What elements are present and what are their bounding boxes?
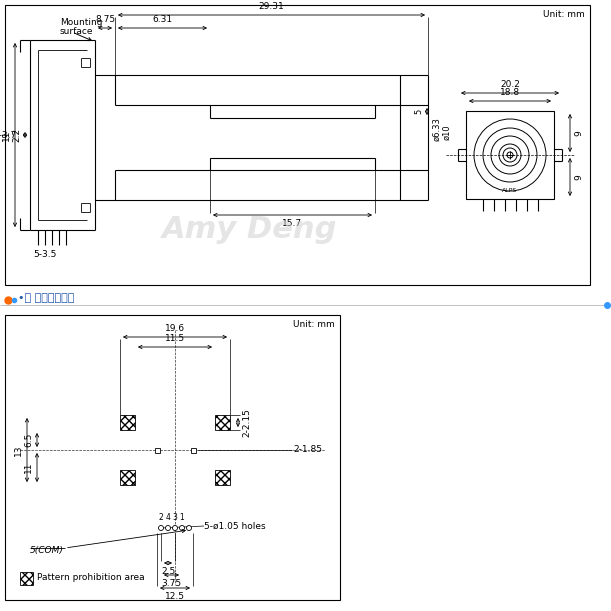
Bar bbox=[120, 470, 135, 485]
Text: 6.5: 6.5 bbox=[24, 433, 33, 447]
Text: 2.2: 2.2 bbox=[12, 128, 21, 142]
Bar bbox=[155, 447, 159, 453]
Bar bbox=[215, 470, 230, 485]
Text: ø10: ø10 bbox=[442, 125, 451, 141]
Text: 8.75: 8.75 bbox=[95, 15, 115, 24]
Bar bbox=[20, 572, 33, 585]
Bar bbox=[215, 415, 230, 430]
Text: 1: 1 bbox=[180, 513, 185, 522]
Text: 5-3.5: 5-3.5 bbox=[33, 250, 56, 259]
Circle shape bbox=[186, 525, 191, 530]
Circle shape bbox=[158, 525, 164, 530]
Text: 2-2.15: 2-2.15 bbox=[242, 408, 251, 437]
Text: 11: 11 bbox=[24, 462, 33, 474]
Text: 2: 2 bbox=[159, 513, 163, 522]
Text: ø6.33: ø6.33 bbox=[432, 117, 441, 141]
Text: ALPS: ALPS bbox=[502, 189, 518, 194]
Circle shape bbox=[172, 525, 178, 530]
Text: Mounting: Mounting bbox=[60, 18, 103, 27]
Text: 19.6: 19.6 bbox=[165, 324, 185, 333]
Text: 5(COM): 5(COM) bbox=[30, 546, 64, 555]
Bar bbox=[191, 447, 196, 453]
Text: 12.5: 12.5 bbox=[165, 592, 185, 601]
Text: 9: 9 bbox=[574, 174, 583, 180]
Text: 5: 5 bbox=[414, 109, 423, 114]
Circle shape bbox=[166, 525, 170, 530]
Text: 6.31: 6.31 bbox=[152, 15, 172, 24]
Text: 5-ø1.05 holes: 5-ø1.05 holes bbox=[204, 522, 266, 530]
Text: 15.7: 15.7 bbox=[282, 219, 302, 228]
Text: Unit: mm: Unit: mm bbox=[543, 10, 585, 19]
Text: 2-3.7: 2-3.7 bbox=[0, 131, 17, 139]
Bar bbox=[5, 315, 340, 600]
Bar bbox=[120, 415, 135, 430]
Text: 18.8: 18.8 bbox=[500, 88, 520, 97]
Text: 29.31: 29.31 bbox=[258, 2, 284, 11]
Bar bbox=[466, 111, 554, 199]
Text: Pattern prohibition area: Pattern prohibition area bbox=[37, 574, 145, 582]
Text: surface: surface bbox=[60, 27, 93, 36]
Text: Unit: mm: Unit: mm bbox=[293, 320, 335, 329]
Text: 20.2: 20.2 bbox=[500, 80, 520, 89]
Text: 2.5: 2.5 bbox=[161, 567, 175, 576]
Text: 9: 9 bbox=[574, 130, 583, 136]
Text: 13: 13 bbox=[14, 444, 23, 456]
Text: Amy Deng: Amy Deng bbox=[163, 216, 338, 244]
Text: 11: 11 bbox=[2, 130, 11, 141]
Text: 2-1.85: 2-1.85 bbox=[293, 445, 322, 455]
Text: •。 安装孔尺寸图: •。 安装孔尺寸图 bbox=[18, 293, 75, 303]
Text: 4: 4 bbox=[166, 513, 170, 522]
Text: 11.5: 11.5 bbox=[165, 334, 185, 343]
Text: 3.75: 3.75 bbox=[161, 579, 181, 588]
Bar bbox=[5, 5, 590, 285]
Circle shape bbox=[180, 525, 185, 530]
Text: 3: 3 bbox=[172, 513, 177, 522]
